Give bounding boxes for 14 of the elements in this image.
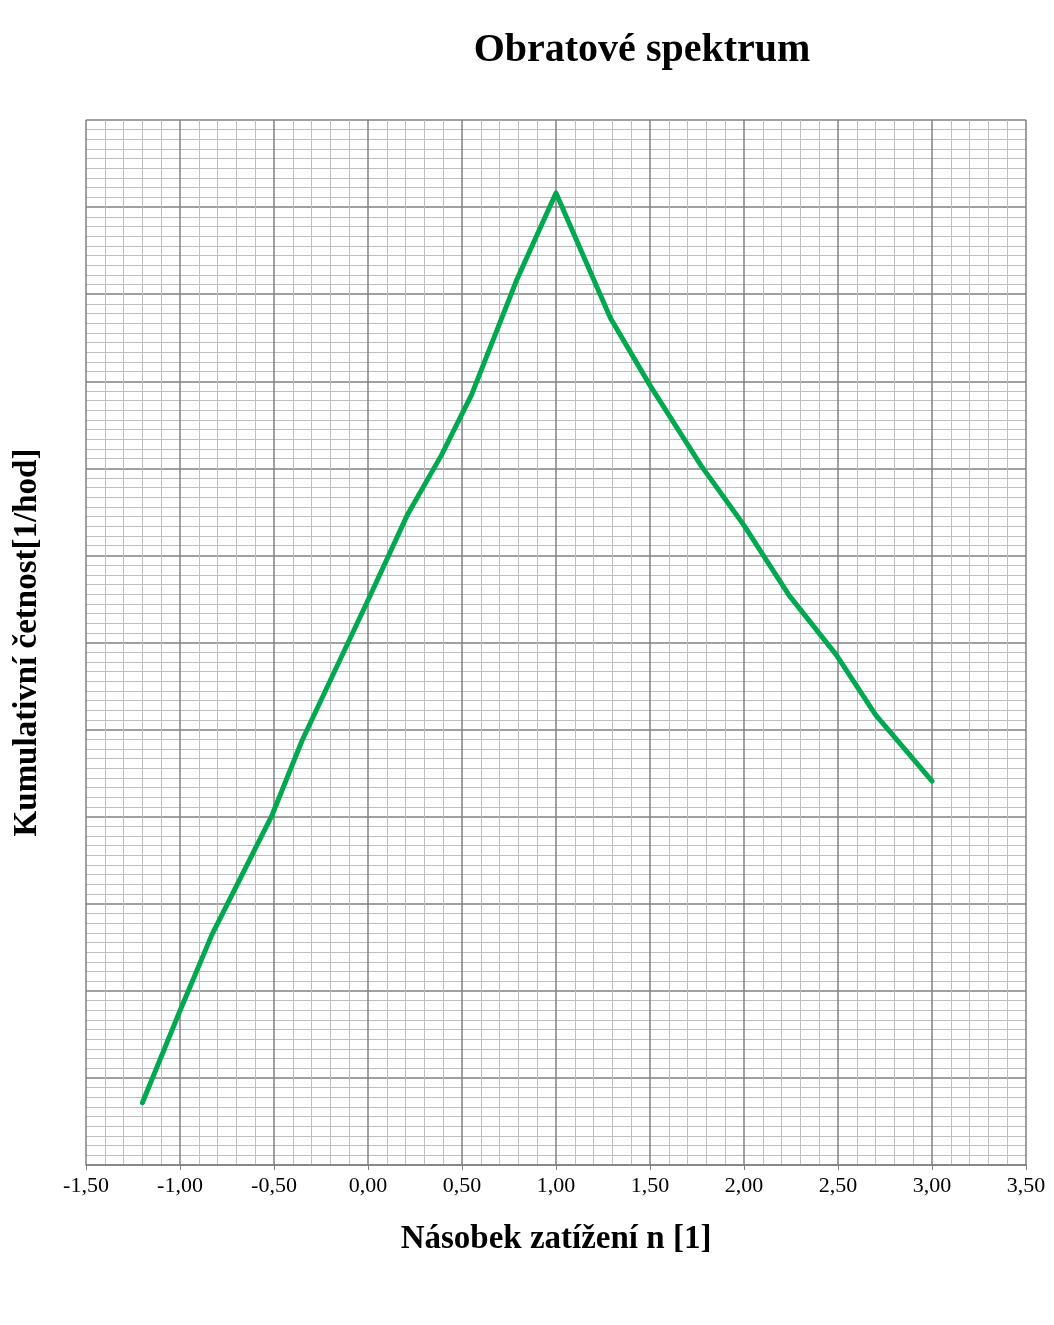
x-tick-label: -0,50 [251,1171,297,1197]
x-tick-label: 1,00 [536,1171,576,1197]
x-tick-label: -1,00 [157,1171,203,1197]
x-tick-label: 1,50 [630,1171,670,1197]
x-tick-label: 2,50 [818,1171,858,1197]
x-tick-label: 0,50 [442,1171,482,1197]
x-tick-label: 0,00 [348,1171,388,1197]
x-axis-title: Násobek zatížení n [1] [400,1218,712,1255]
chart-title: Obratové spektrum [473,24,811,70]
x-tick-label: 2,00 [724,1171,764,1197]
y-axis-title: Kumulativní četnost[1/hod] [6,448,43,837]
x-tick-label: 3,00 [912,1171,952,1197]
x-tick-label: -1,50 [63,1171,109,1197]
x-tick-label: 3,50 [1006,1171,1046,1197]
